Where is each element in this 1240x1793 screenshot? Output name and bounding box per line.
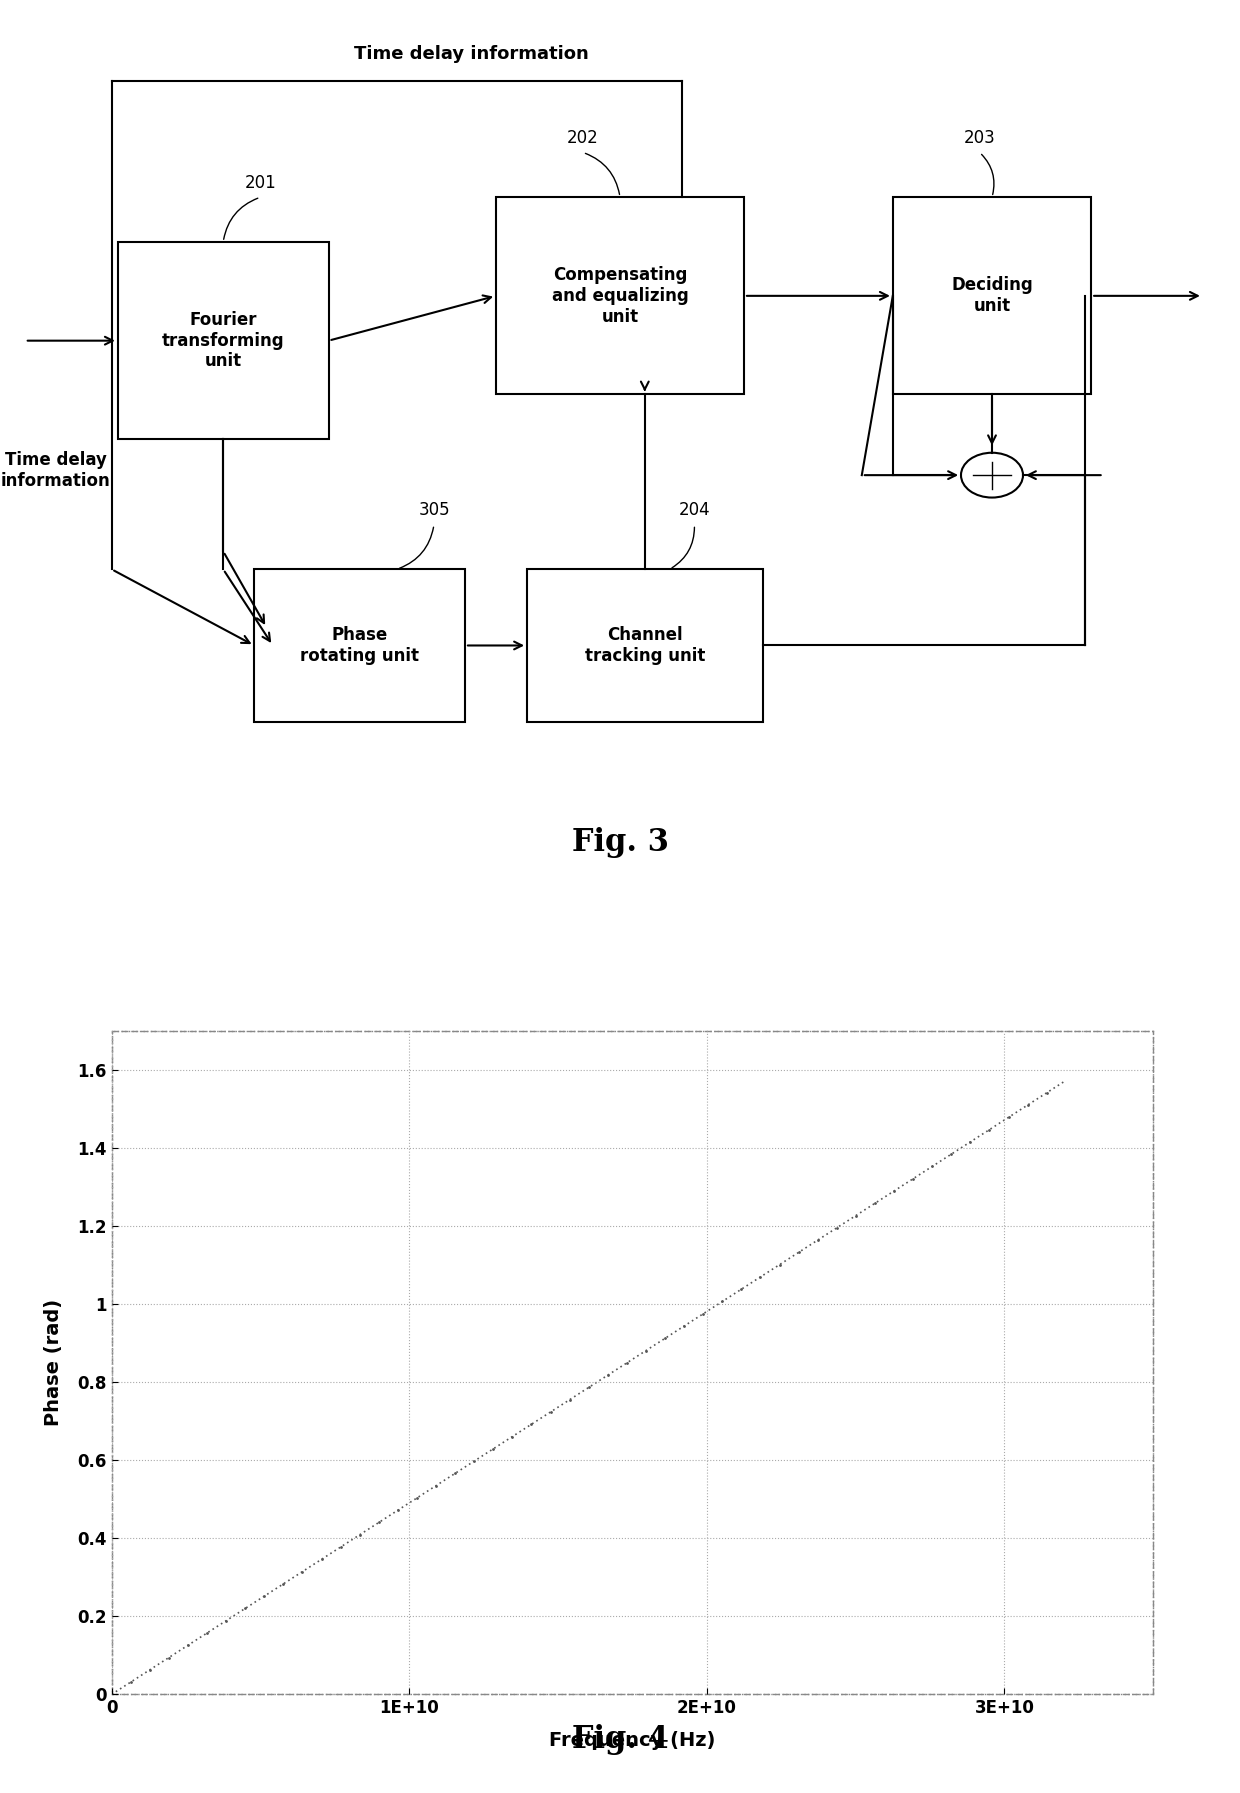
Text: Fig. 4: Fig. 4 (572, 1723, 668, 1755)
Text: Deciding
unit: Deciding unit (951, 276, 1033, 316)
Text: Phase
rotating unit: Phase rotating unit (300, 626, 419, 665)
Text: 305: 305 (418, 502, 450, 520)
Text: Channel
tracking unit: Channel tracking unit (584, 626, 706, 665)
FancyBboxPatch shape (893, 197, 1091, 394)
Text: 201: 201 (244, 174, 277, 192)
Text: Compensating
and equalizing
unit: Compensating and equalizing unit (552, 265, 688, 326)
Text: Fig. 3: Fig. 3 (572, 827, 668, 859)
Text: Time delay
information: Time delay information (1, 452, 110, 489)
Text: Fourier
transforming
unit: Fourier transforming unit (162, 310, 284, 371)
FancyBboxPatch shape (527, 570, 763, 721)
X-axis label: Frequency (Hz): Frequency (Hz) (549, 1730, 715, 1750)
Text: 204: 204 (678, 502, 711, 520)
Text: Time delay information: Time delay information (353, 45, 589, 63)
Text: 203: 203 (963, 129, 996, 147)
FancyBboxPatch shape (496, 197, 744, 394)
FancyBboxPatch shape (254, 570, 465, 721)
Text: 202: 202 (567, 129, 599, 147)
FancyBboxPatch shape (118, 242, 329, 439)
Y-axis label: Phase (rad): Phase (rad) (45, 1300, 63, 1425)
